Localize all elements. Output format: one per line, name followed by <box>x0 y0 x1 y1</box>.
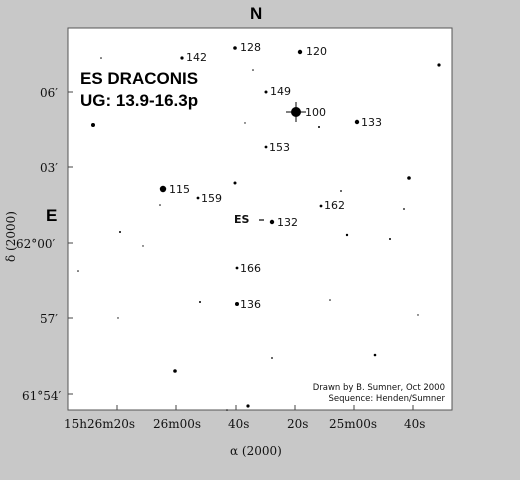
star-162 <box>319 204 323 208</box>
x-tick-25m00s: 25m00s <box>329 417 378 431</box>
star-166 <box>235 266 239 270</box>
left-ticks <box>68 91 73 395</box>
star-label-162: 162 <box>324 199 345 212</box>
y-tick-61-54: 61°54′ <box>22 389 62 403</box>
title-name: ES DRACONIS <box>80 69 199 88</box>
credit-drawn-by: Drawn by B. Sumner, Oct 2000 <box>312 383 445 393</box>
north-label: N <box>250 4 263 23</box>
east-label: E <box>46 206 58 225</box>
field-stars <box>77 57 441 411</box>
x-tick-15h26m20s: 15h26m20s <box>64 417 136 431</box>
x-tick-20s: 20s <box>287 417 309 431</box>
star-label-115: 115 <box>169 183 190 196</box>
star-142 <box>180 56 184 60</box>
y-tick-62-00: 62°00′ <box>16 237 56 251</box>
star-label-133: 133 <box>361 116 382 129</box>
chart-title: ES DRACONIS UG: 13.9-16.3p <box>80 68 198 112</box>
x-tick-40s-a: 40s <box>228 417 250 431</box>
title-range: UG: 13.9-16.3p <box>80 91 199 110</box>
star-label-128: 128 <box>240 41 261 54</box>
x-tick-40s-b: 40s <box>404 417 426 431</box>
star-label-132: 132 <box>277 216 298 229</box>
y-axis-label: δ (2000) <box>4 211 18 262</box>
target-label-es: ES <box>234 213 250 226</box>
star-128 <box>233 46 237 50</box>
x-axis-label: α (2000) <box>230 444 282 458</box>
chart-field <box>67 27 453 411</box>
star-149 <box>264 90 268 94</box>
y-tick-06: 06′ <box>40 86 58 100</box>
star-132 <box>269 219 275 225</box>
credit-sequence: Sequence: Henden/Sumner <box>328 394 445 404</box>
star-159 <box>196 196 200 200</box>
star-label-159: 159 <box>201 192 222 205</box>
star-100 <box>286 102 306 122</box>
star-label-120: 120 <box>306 45 327 58</box>
bottom-ticks <box>116 405 414 410</box>
chart-credit: Drawn by B. Sumner, Oct 2000 Sequence: H… <box>312 383 445 405</box>
star-120 <box>297 49 303 55</box>
star-label-100: 100 <box>305 106 326 119</box>
star-133 <box>354 119 360 125</box>
star-label-166: 166 <box>240 262 261 275</box>
star-label-136: 136 <box>240 298 261 311</box>
x-tick-26m00s: 26m00s <box>153 417 202 431</box>
star-label-149: 149 <box>270 85 291 98</box>
y-tick-03: 03′ <box>40 161 58 175</box>
star-115 <box>159 185 167 193</box>
star-label-153: 153 <box>269 141 290 154</box>
star-136 <box>235 302 239 306</box>
star-153 <box>264 145 268 149</box>
y-tick-57: 57′ <box>40 312 58 326</box>
star-label-142: 142 <box>186 51 207 64</box>
